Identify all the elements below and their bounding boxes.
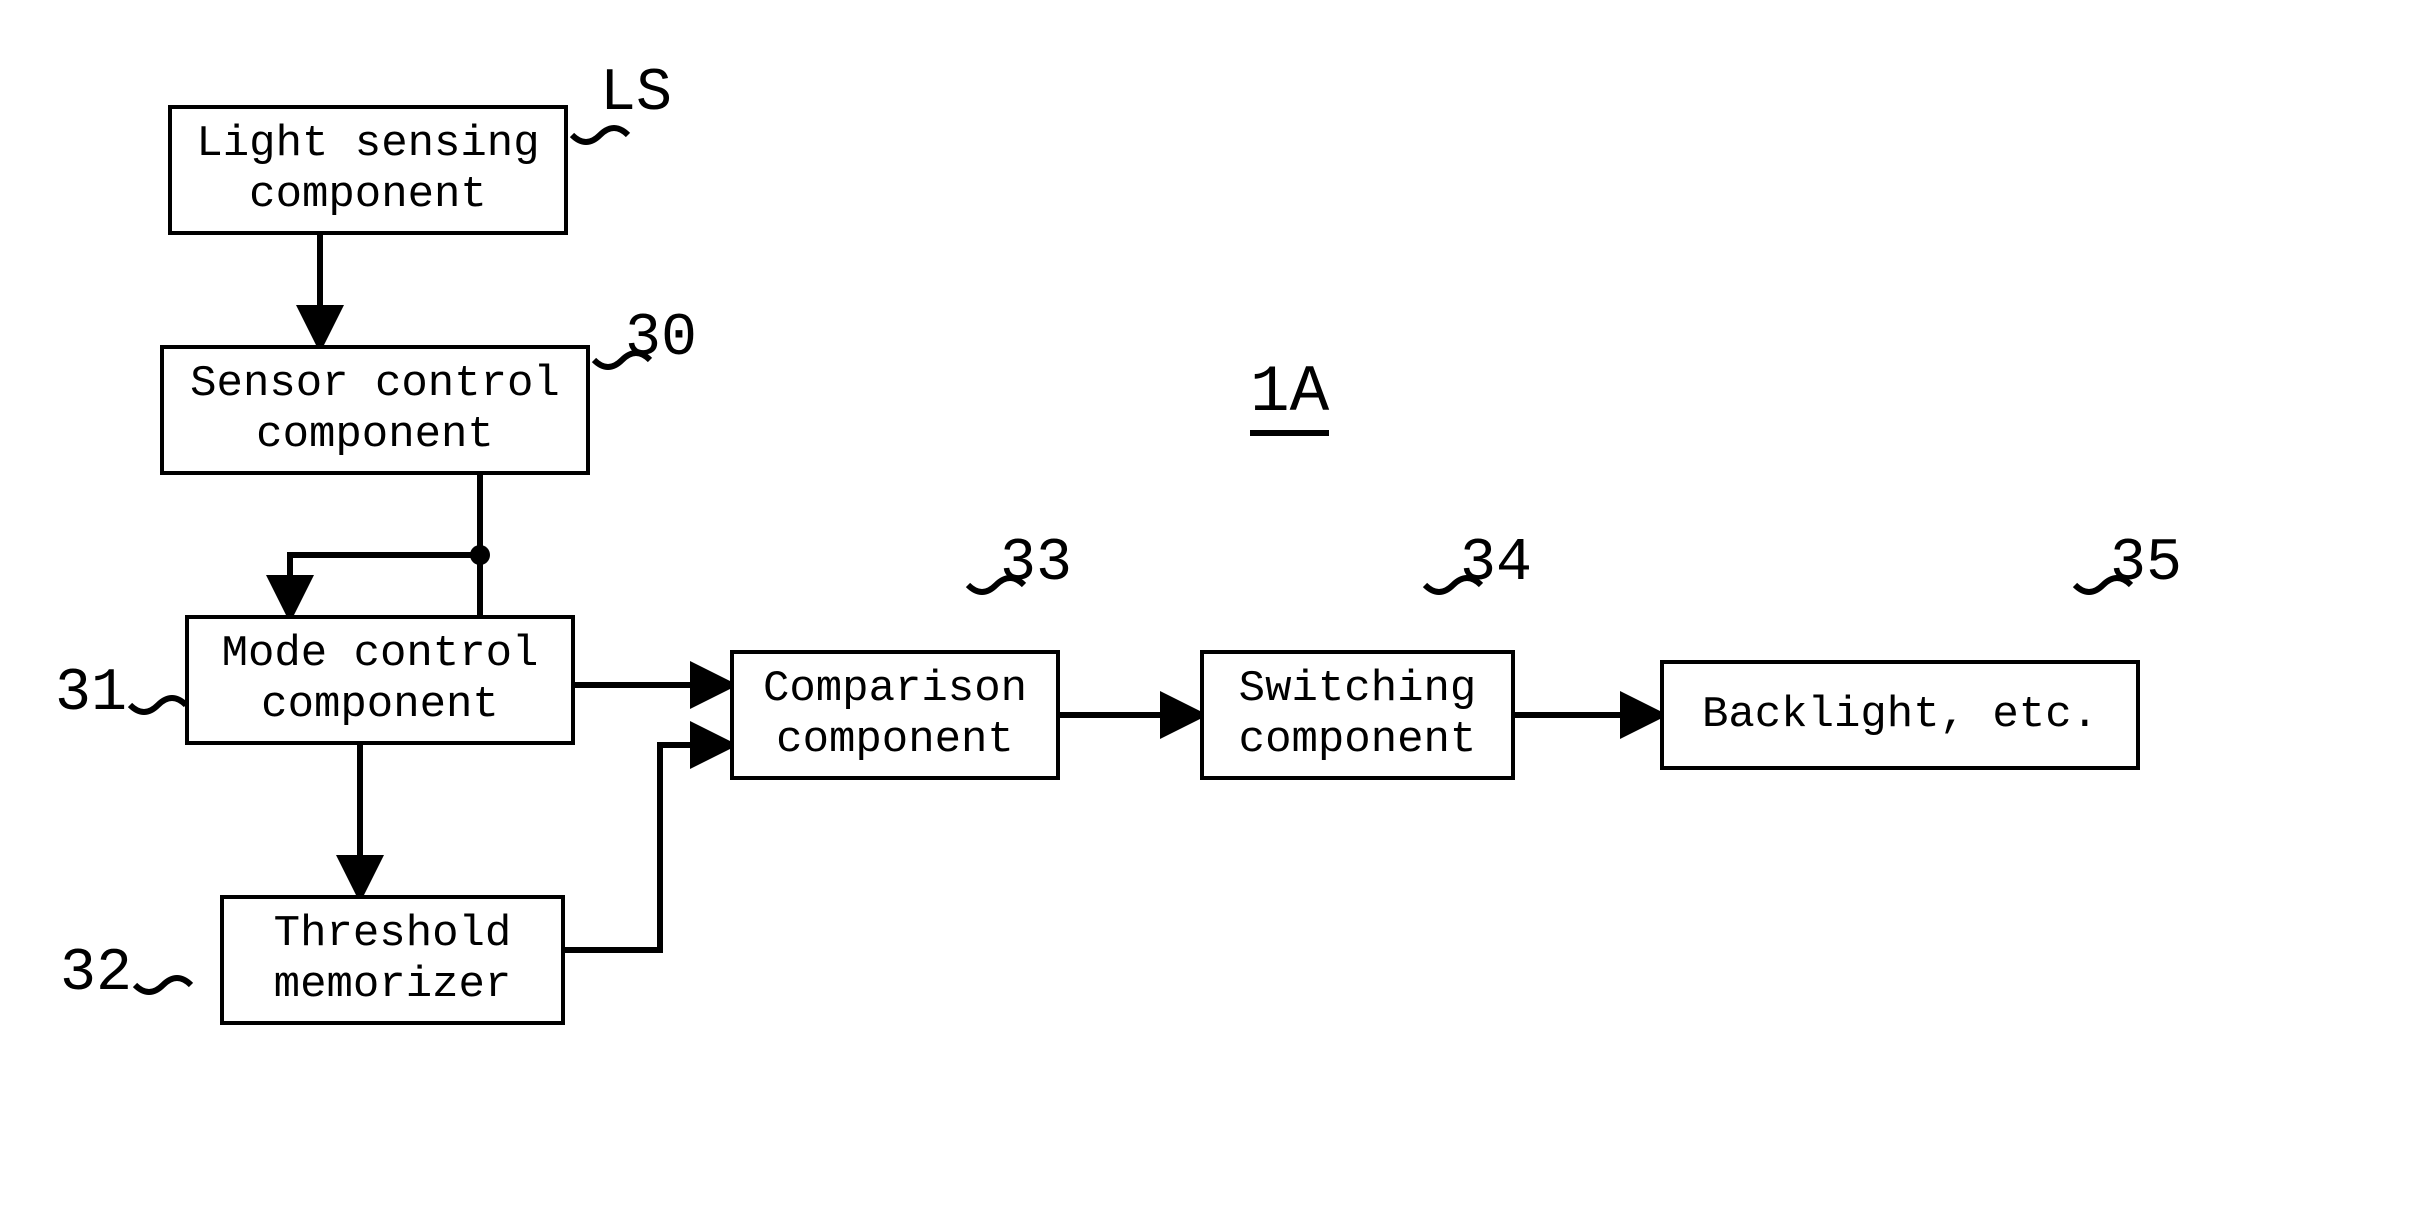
label-n35: 35: [2110, 530, 2182, 598]
squiggle-LS: [572, 128, 628, 142]
node-n30: Sensor control component: [160, 345, 590, 475]
label-n34: 34: [1460, 530, 1532, 598]
node-n31: Mode control component: [185, 615, 575, 745]
node-n33: Comparison component: [730, 650, 1060, 780]
diagram-title: 1A: [1250, 355, 1329, 436]
label-ls: LS: [600, 60, 672, 128]
label-n30: 30: [625, 305, 697, 373]
label-n32: 32: [60, 940, 132, 1008]
node-n35: Backlight, etc.: [1660, 660, 2140, 770]
label-n33: 33: [1000, 530, 1072, 598]
node-n32: Threshold memorizer: [220, 895, 565, 1025]
node-ls: Light sensing component: [168, 105, 568, 235]
label-n31: 31: [55, 660, 127, 728]
node-n34: Switching component: [1200, 650, 1515, 780]
edge-n32-n33_lower: [565, 745, 730, 950]
squiggle-31: [130, 698, 186, 712]
squiggle-32: [135, 978, 191, 992]
junction-dot: [470, 545, 490, 565]
edge-junction-n31: [290, 555, 480, 615]
